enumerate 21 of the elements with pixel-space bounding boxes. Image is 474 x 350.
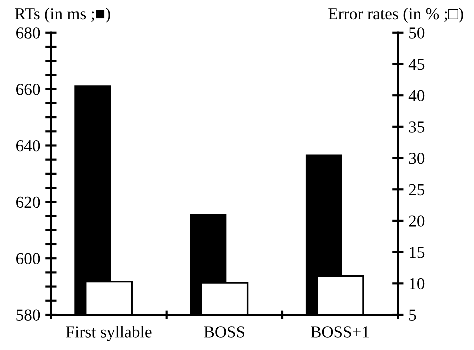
x-tick-label: BOSS+1: [311, 326, 370, 338]
y2-tick-label: 20: [409, 216, 425, 227]
y2-tick-label: 15: [410, 247, 425, 258]
y-tick-label: 660: [16, 84, 40, 96]
y-axis-title: RTs (in ms ;■): [15, 8, 110, 24]
y2-tick-label: 25: [409, 184, 425, 196]
y-tick-label: 640: [16, 140, 40, 152]
y2-axis-title: Error rates (in % ;□): [328, 8, 464, 24]
x-tick-label: BOSS: [204, 326, 244, 338]
y-tick-label: 600: [16, 253, 40, 265]
y-tick-label: 620: [16, 196, 40, 208]
y-tick-label: 680: [16, 28, 40, 39]
y2-tick-label: 5: [410, 310, 416, 321]
y2-tick-label: 35: [409, 122, 425, 133]
y2-tick-label: 10: [410, 278, 425, 290]
y2-tick-label: 40: [408, 90, 425, 102]
y2-tick-label: 30: [409, 152, 425, 164]
y-tick-label: 580: [16, 310, 40, 321]
y2-tick-label: 45: [408, 59, 425, 70]
y2-tick-label: 50: [410, 28, 425, 39]
x-tick-label: First syllable: [66, 326, 152, 342]
